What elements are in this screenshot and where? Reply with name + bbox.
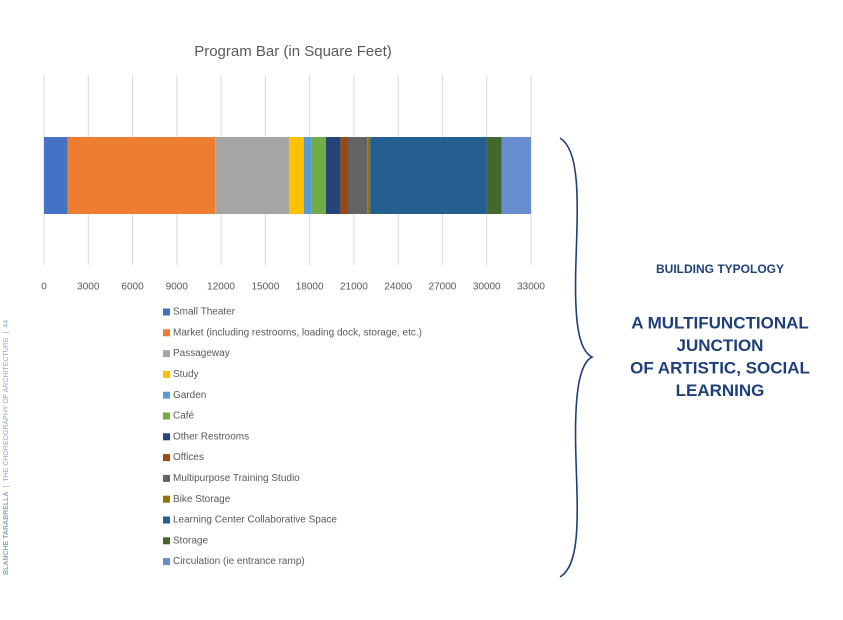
legend-swatch <box>163 516 170 524</box>
bar-segment <box>486 137 502 214</box>
bar-segment <box>288 137 304 214</box>
legend-label: Study <box>173 369 199 380</box>
x-tick-label: 18000 <box>296 282 324 293</box>
legend-swatch <box>163 433 170 441</box>
x-tick-label: 3000 <box>77 282 100 293</box>
legend-label: Storage <box>173 535 208 546</box>
bar-segment <box>367 137 371 214</box>
x-tick-label: 30000 <box>473 282 501 293</box>
chart-title: Program Bar (in Square Feet) <box>194 43 392 60</box>
legend-swatch <box>163 474 170 482</box>
legend-swatch <box>163 391 170 399</box>
typology-statement: JUNCTION <box>677 336 764 355</box>
bar-segment <box>325 137 341 214</box>
legend-swatch <box>163 412 170 420</box>
legend-swatch <box>163 370 170 378</box>
x-tick-label: 15000 <box>251 282 279 293</box>
x-tick-label: 6000 <box>121 282 144 293</box>
bar-segment <box>340 137 349 214</box>
x-tick-label: 0 <box>41 282 47 293</box>
legend-label: Circulation (ie entrance ramp) <box>173 556 305 567</box>
typology-statement: OF ARTISTIC, SOCIAL <box>630 358 810 377</box>
sep: | <box>3 332 10 334</box>
legend-label: Bike Storage <box>173 494 231 505</box>
legend-label: Multipurpose Training Studio <box>173 473 300 484</box>
bar-segment <box>370 137 487 214</box>
legend-label: Garden <box>173 390 206 401</box>
page-number: 44 <box>3 320 10 328</box>
x-tick-label: 21000 <box>340 282 368 293</box>
legend-label: Learning Center Collaborative Space <box>173 515 337 526</box>
x-tick-label: 27000 <box>429 282 457 293</box>
legend-label: Other Restrooms <box>173 431 249 442</box>
bar-segment <box>311 137 326 214</box>
typology-statement: LEARNING <box>676 381 765 400</box>
legend-label: Small Theater <box>173 307 236 318</box>
legend-swatch <box>163 537 170 545</box>
legend-label: Café <box>173 411 195 422</box>
bar-segment <box>501 137 531 214</box>
legend-swatch <box>163 454 170 462</box>
x-tick-label: 24000 <box>384 282 412 293</box>
author: BLANCHE TARABRELLA <box>3 492 10 575</box>
legend-swatch <box>163 329 170 337</box>
x-tick-label: 33000 <box>517 282 545 293</box>
bar-segment <box>303 137 312 214</box>
typology-heading: BUILDING TYPOLOGY <box>656 262 784 276</box>
legend-swatch <box>163 558 170 566</box>
legend-label: Market (including restrooms, loading doc… <box>173 327 422 338</box>
legend-swatch <box>163 308 170 316</box>
x-tick-label: 12000 <box>207 282 235 293</box>
legend-label: Passageway <box>173 348 230 359</box>
bar-segment <box>67 137 216 214</box>
side-text: BLANCHE TARABRELLA | THE CHOREOGRAPHY OF A… <box>3 320 10 575</box>
legend-swatch <box>163 495 170 503</box>
bar-segment <box>44 137 68 214</box>
sep: | <box>3 486 10 488</box>
legend-swatch <box>163 350 170 358</box>
brace <box>559 137 594 578</box>
book: THE CHOREOGRAPHY OF ARCHITECTURE <box>3 337 10 481</box>
bar-segment <box>215 137 289 214</box>
legend-label: Offices <box>173 452 204 463</box>
typology-statement: A MULTIFUNCTIONAL <box>631 313 809 332</box>
x-tick-label: 9000 <box>166 282 189 293</box>
bar-segment <box>348 137 368 214</box>
